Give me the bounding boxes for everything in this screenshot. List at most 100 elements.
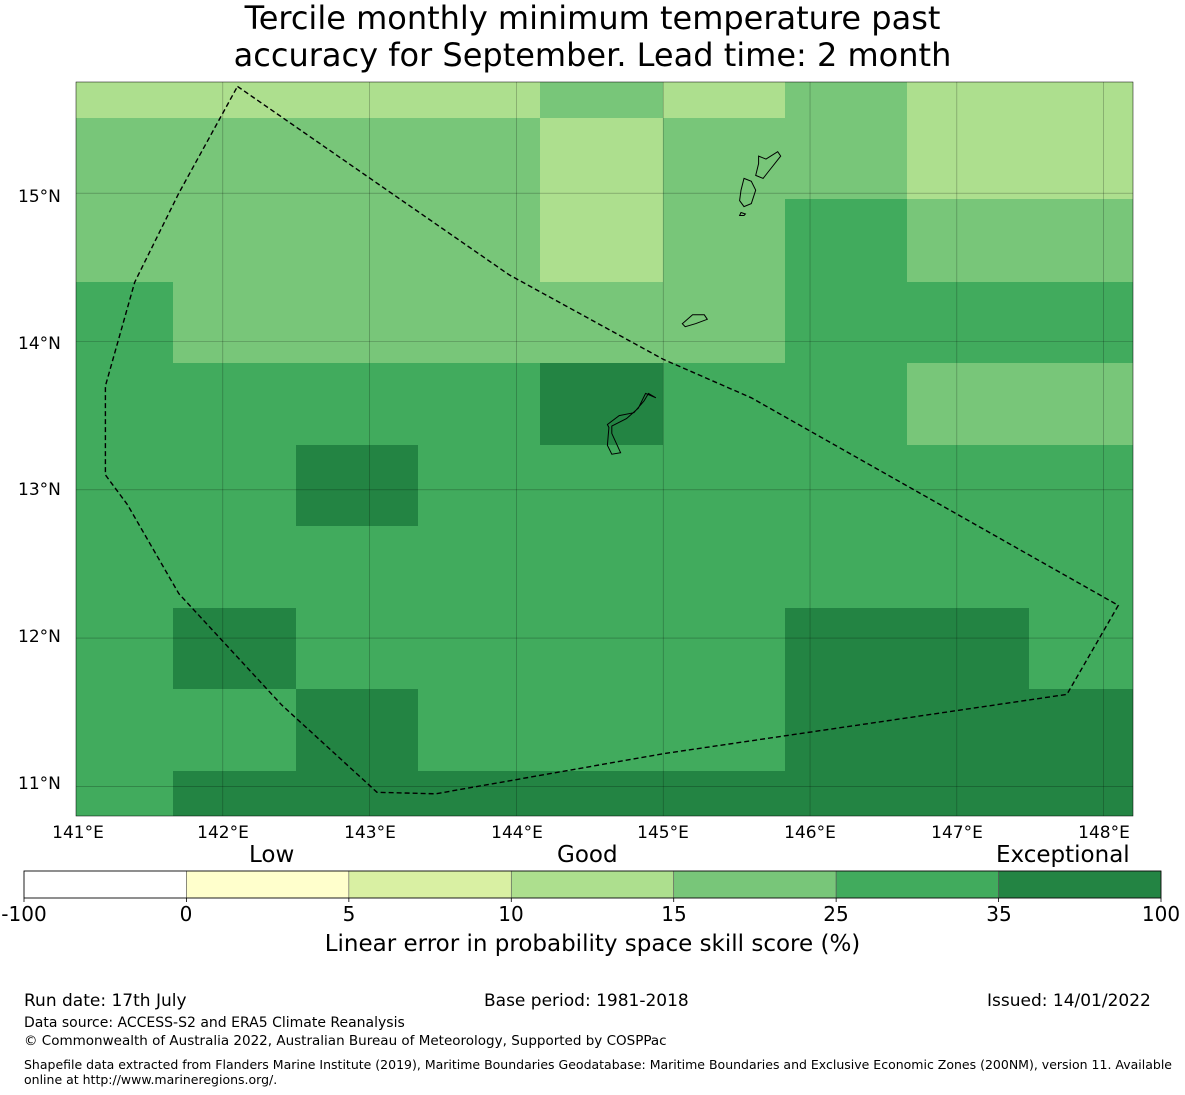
grid-cell: [173, 689, 296, 771]
grid-cell: [418, 363, 540, 445]
title-line-2: accuracy for September. Lead time: 2 mon…: [233, 36, 952, 74]
grid-cell: [785, 118, 907, 199]
island-outline: [738, 211, 747, 216]
grid-cell: [296, 526, 418, 608]
island-outline: [681, 314, 709, 328]
grid-cell: [540, 445, 663, 526]
colorbar-frame: [23, 870, 1162, 899]
grid-cell: [907, 118, 1029, 199]
grid-cell: [907, 363, 1029, 445]
grid-cell: [173, 771, 296, 816]
grid-cell: [663, 689, 785, 771]
colorbar-tick: 15: [661, 902, 687, 926]
grid-cell: [418, 689, 540, 771]
grid-cell: [785, 282, 907, 363]
grid-cell: [76, 363, 173, 445]
grid-cell: [296, 282, 418, 363]
skill-grid: [76, 82, 1133, 816]
grid-cell: [418, 118, 540, 199]
grid-cell: [663, 445, 785, 526]
colorbar-tick: 100: [1141, 902, 1181, 926]
colorbar-segment: [186, 870, 350, 899]
grid-cell: [418, 82, 540, 118]
colorbar: [23, 870, 1162, 902]
grid-cell: [540, 199, 663, 282]
grid-cell: [907, 82, 1029, 118]
colorbar-segment: [835, 870, 999, 899]
colorbar-tick: -100: [1, 902, 47, 926]
grid-cell: [173, 282, 296, 363]
graticule: [76, 82, 1133, 816]
grid-cell: [1029, 363, 1133, 445]
lon-label-142e: 142°E: [197, 823, 249, 843]
grid-cell: [296, 608, 418, 689]
grid-cell: [907, 282, 1029, 363]
colorbar-segment: [998, 870, 1162, 899]
colorbar-segment: [673, 870, 837, 899]
eez-boundary: [104, 85, 1120, 795]
grid-cell: [76, 608, 173, 689]
colorbar-tick: 5: [342, 902, 356, 926]
map-title: Tercile monthly minimum temperature past…: [0, 0, 1185, 74]
grid-cell: [1029, 82, 1133, 118]
grid-cell: [907, 526, 1029, 608]
grid-cell: [907, 771, 1029, 816]
colorbar-tick: 25: [823, 902, 849, 926]
grid-cell: [540, 363, 663, 445]
lon-label-146e: 146°E: [784, 823, 836, 843]
colorbar-tick: 35: [986, 902, 1012, 926]
title-line-1: Tercile monthly minimum temperature past: [244, 0, 941, 37]
grid-cell: [1029, 282, 1133, 363]
grid-cell: [1029, 689, 1133, 771]
grid-cell: [418, 526, 540, 608]
grid-cell: [540, 526, 663, 608]
grid-cell: [663, 608, 785, 689]
grid-cell: [785, 445, 907, 526]
grid-cell: [418, 282, 540, 363]
grid-cell: [173, 199, 296, 282]
grid-cell: [173, 363, 296, 445]
lon-label-145e: 145°E: [637, 823, 689, 843]
issued-date: Issued: 14/01/2022: [987, 991, 1151, 1011]
grid-cell: [173, 118, 296, 199]
lon-label-144e: 144°E: [491, 823, 543, 843]
copyright: © Commonwealth of Australia 2022, Austra…: [24, 1033, 667, 1049]
data-source: Data source: ACCESS-S2 and ERA5 Climate …: [24, 1015, 405, 1031]
island-outline: [755, 151, 782, 180]
grid-cell: [1029, 199, 1133, 282]
colorbar-segment: [23, 870, 187, 899]
base-period: Base period: 1981-2018: [484, 991, 689, 1011]
run-date: Run date: 17th July: [24, 991, 187, 1011]
grid-cell: [296, 445, 418, 526]
grid-cell: [785, 82, 907, 118]
grid-cell: [540, 118, 663, 199]
grid-cell: [663, 282, 785, 363]
grid-cell: [418, 608, 540, 689]
grid-cell: [540, 608, 663, 689]
grid-cell: [785, 689, 907, 771]
grid-cell: [76, 526, 173, 608]
grid-cell: [296, 82, 418, 118]
grid-cell: [907, 445, 1029, 526]
grid-cell: [540, 82, 663, 118]
colorbar-segment: [348, 870, 512, 899]
grid-cell: [540, 771, 663, 816]
grid-cell: [785, 526, 907, 608]
grid-cell: [540, 282, 663, 363]
grid-cell: [785, 363, 907, 445]
category-exceptional: Exceptional: [996, 842, 1130, 868]
grid-cell: [76, 82, 173, 118]
grid-cell: [663, 526, 785, 608]
grid-cell: [785, 608, 907, 689]
colorbar-title: Linear error in probability space skill …: [324, 931, 861, 957]
grid-cell: [785, 771, 907, 816]
grid-cell: [173, 82, 296, 118]
lon-label-141e: 141°E: [52, 823, 104, 843]
grid-cell: [418, 199, 540, 282]
grid-cell: [1029, 608, 1133, 689]
lon-label-143e: 143°E: [344, 823, 396, 843]
lat-label-13n: 13°N: [18, 480, 61, 500]
grid-cell: [76, 199, 173, 282]
grid-cell: [76, 445, 173, 526]
